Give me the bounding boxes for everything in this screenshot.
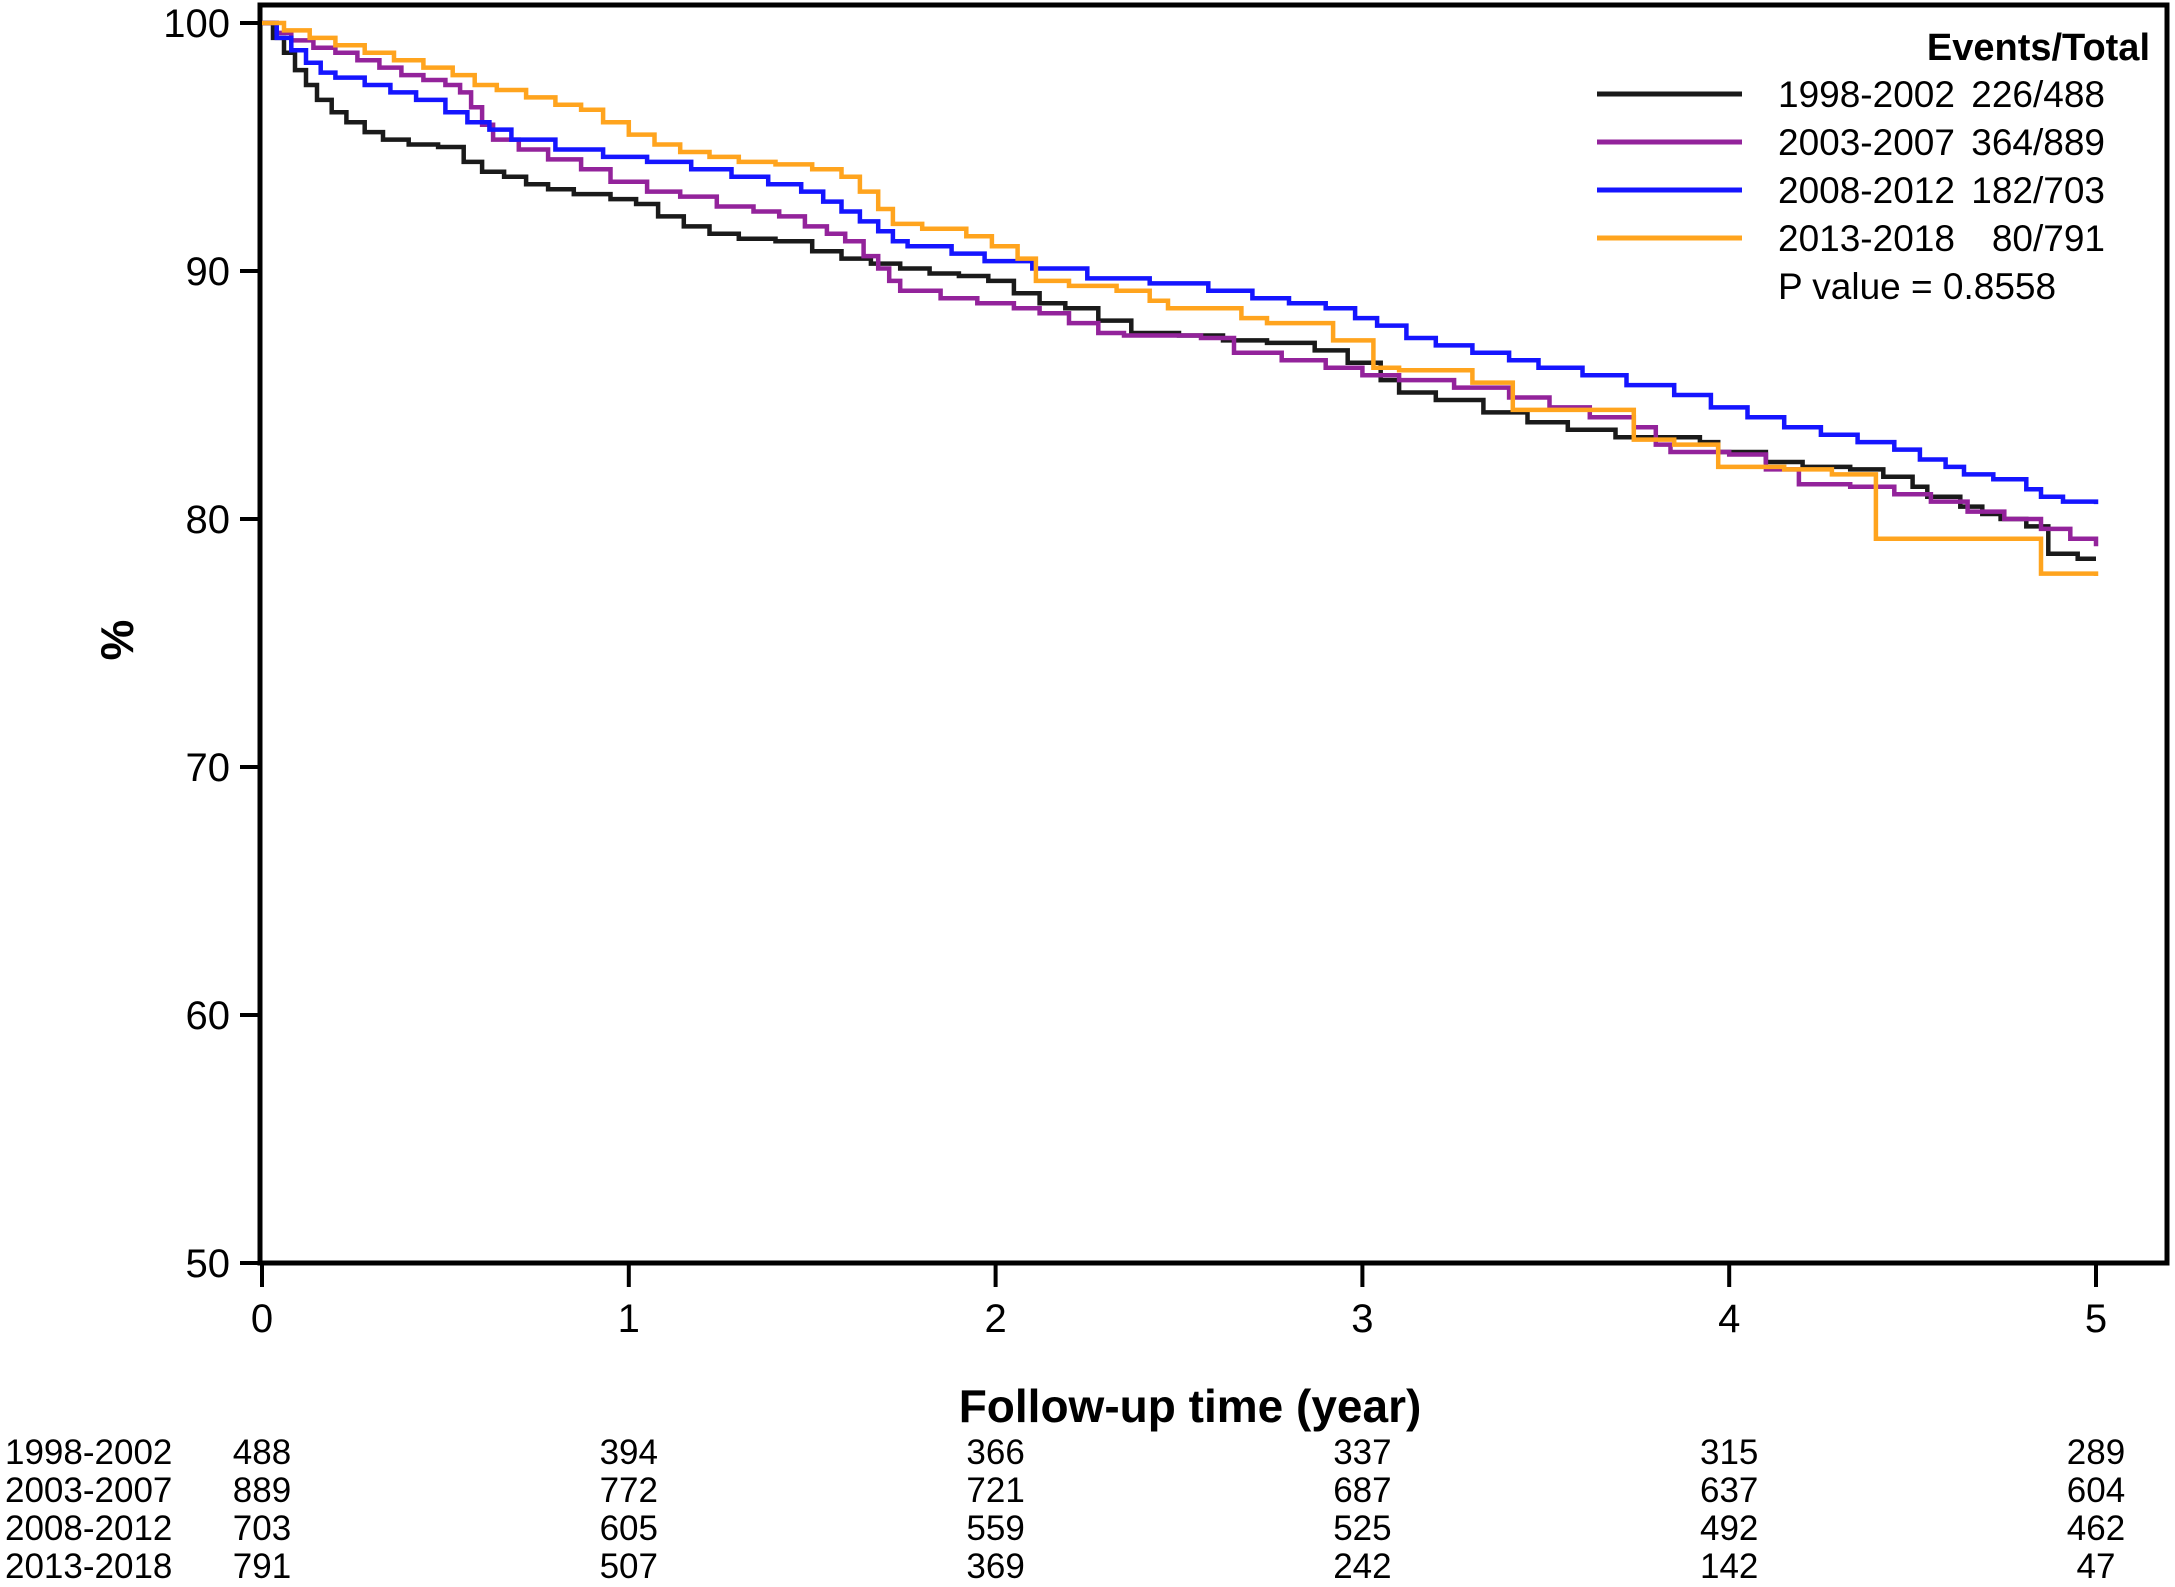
risk-count: 462 (2067, 1509, 2125, 1548)
legend-series-name: 2008-2012 (1778, 170, 1955, 211)
risk-count: 142 (1700, 1547, 1758, 1586)
legend-events-total: 182/703 (1971, 170, 2105, 211)
risk-count: 242 (1333, 1547, 1391, 1586)
risk-row-label: 2013-2018 (5, 1547, 172, 1586)
y-axis-ticks: 50 60 70 80 90 100 (163, 2, 260, 1286)
risk-row-label: 2003-2007 (5, 1471, 172, 1510)
risk-row-label: 1998-2002 (5, 1433, 172, 1472)
curve-1998-2002 (262, 20, 2096, 561)
x-tick-label: 4 (1718, 1297, 1740, 1341)
y-axis-title: % (91, 620, 143, 661)
y-tick-label: 60 (186, 994, 231, 1038)
risk-count: 337 (1333, 1433, 1391, 1472)
y-tick-label: 80 (186, 498, 231, 542)
risk-count: 604 (2067, 1471, 2125, 1510)
legend-events-total: 226/488 (1971, 74, 2105, 115)
y-tick-label: 100 (163, 2, 230, 46)
risk-count: 492 (1700, 1509, 1758, 1548)
x-axis-ticks: 0 1 2 3 4 5 (251, 1263, 2107, 1341)
risk-count: 394 (600, 1433, 658, 1472)
risk-count: 559 (966, 1509, 1024, 1548)
y-tick-label: 90 (186, 250, 231, 294)
risk-count: 687 (1333, 1471, 1391, 1510)
legend-series-name: 2013-2018 (1778, 218, 1955, 259)
risk-count: 772 (600, 1471, 658, 1510)
risk-row-label: 2008-2012 (5, 1509, 172, 1548)
risk-count: 637 (1700, 1471, 1758, 1510)
x-tick-label: 0 (251, 1297, 273, 1341)
legend-series-name: 1998-2002 (1778, 74, 1955, 115)
legend-events-total: 364/889 (1971, 122, 2105, 163)
curve-2013-2018 (262, 20, 2099, 576)
x-tick-label: 3 (1351, 1297, 1373, 1341)
legend: Events/Total 1998-2002 226/488 2003-2007 36… (1597, 27, 2150, 307)
risk-count: 703 (233, 1509, 291, 1548)
y-tick-label: 70 (186, 746, 231, 790)
risk-count: 315 (1700, 1433, 1758, 1472)
legend-header: Events/Total (1927, 27, 2150, 69)
plot-frame (257, 2, 2170, 1266)
risk-count: 47 (2077, 1547, 2116, 1586)
y-tick-label: 50 (186, 1242, 231, 1286)
risk-count: 525 (1333, 1509, 1391, 1548)
legend-series-name: 2003-2007 (1778, 122, 1955, 163)
risk-count: 721 (966, 1471, 1024, 1510)
risk-count: 366 (966, 1433, 1024, 1472)
risk-count: 605 (600, 1509, 658, 1548)
risk-count: 507 (600, 1547, 658, 1586)
risk-count: 889 (233, 1471, 291, 1510)
risk-count: 289 (2067, 1433, 2125, 1472)
survival-curves (262, 20, 2099, 576)
legend-rows: 1998-2002 226/488 2003-2007 364/889 2008-201… (1597, 74, 2105, 259)
risk-count: 488 (233, 1433, 291, 1472)
curve-2008-2012 (262, 20, 2099, 505)
x-tick-label: 1 (618, 1297, 640, 1341)
x-axis-title: Follow-up time (year) (959, 1380, 1422, 1432)
p-value-label: P value = 0.8558 (1778, 266, 2056, 307)
curve-2003-2007 (262, 20, 2099, 547)
x-tick-label: 5 (2085, 1297, 2107, 1341)
risk-count: 791 (233, 1547, 291, 1586)
legend-events-total: 80/791 (1992, 218, 2105, 259)
risk-count: 369 (966, 1547, 1024, 1586)
x-tick-label: 2 (984, 1297, 1006, 1341)
